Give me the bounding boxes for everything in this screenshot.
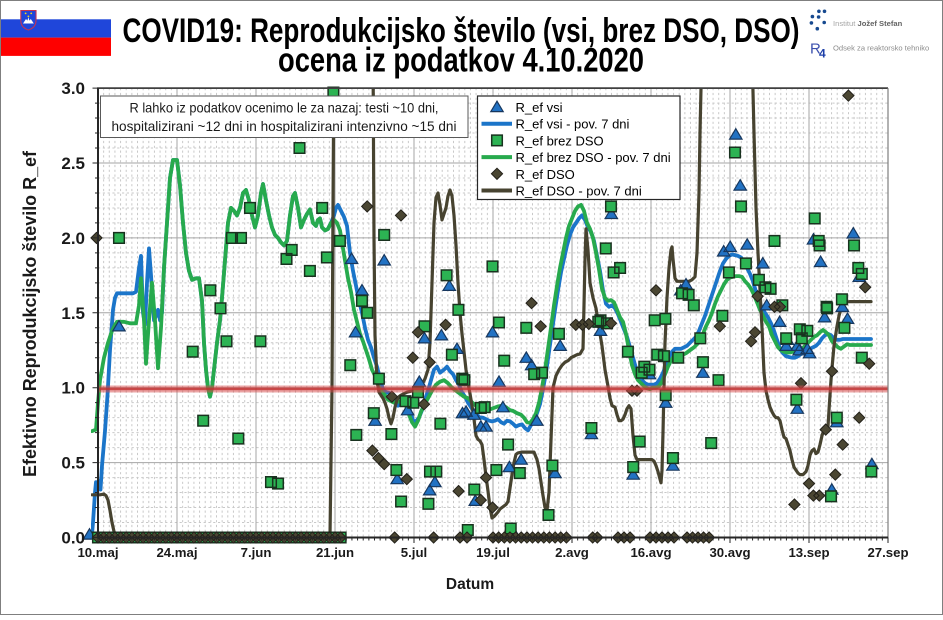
svg-text:24.maj: 24.maj: [156, 545, 197, 560]
svg-text:hospitalizirani ~12 dni in hos: hospitalizirani ~12 dni in hospitalizira…: [112, 119, 457, 134]
svg-text:0.0: 0.0: [61, 529, 85, 548]
svg-text:Odsek za reaktorsko tehniko: Odsek za reaktorsko tehniko: [833, 44, 929, 53]
svg-text:R_ef DSO: R_ef DSO: [516, 167, 575, 182]
svg-text:Institut Jožef Stefan: Institut Jožef Stefan: [833, 19, 903, 28]
svg-text:3.0: 3.0: [61, 79, 85, 98]
svg-text:R_ef vsi - pov. 7 dni: R_ef vsi - pov. 7 dni: [516, 117, 630, 132]
svg-text:R: R: [810, 41, 821, 58]
svg-text:21.jun: 21.jun: [316, 545, 354, 560]
svg-text:13.sep: 13.sep: [788, 545, 829, 560]
svg-text:ocena iz podatkov 4.10.2020: ocena iz podatkov 4.10.2020: [278, 42, 644, 80]
svg-text:7.jun: 7.jun: [241, 545, 272, 560]
svg-text:2.avg: 2.avg: [555, 545, 589, 560]
svg-text:2.5: 2.5: [61, 154, 85, 173]
svg-text:10.maj: 10.maj: [77, 545, 118, 560]
svg-text:5.jul: 5.jul: [401, 545, 427, 560]
svg-text:1.0: 1.0: [61, 379, 85, 398]
svg-text:Datum: Datum: [446, 576, 494, 593]
svg-text:R_ef brez DSO - pov. 7 dni: R_ef brez DSO - pov. 7 dni: [516, 150, 671, 165]
svg-text:COVID19: Reprodukcijsko števil: COVID19: Reprodukcijsko število (vsi, br…: [123, 12, 800, 50]
svg-text:16.avg: 16.avg: [630, 545, 671, 560]
svg-text:27.sep: 27.sep: [867, 545, 908, 560]
svg-text:4: 4: [819, 47, 826, 61]
svg-text:19.jul: 19.jul: [476, 545, 510, 560]
svg-text:R_ef DSO - pov. 7 dni: R_ef DSO - pov. 7 dni: [516, 184, 642, 199]
svg-text:30.avg: 30.avg: [709, 545, 750, 560]
svg-text:2.0: 2.0: [61, 229, 85, 248]
svg-text:0.5: 0.5: [61, 454, 85, 473]
svg-text:R lahko iz podatkov ocenimo le: R lahko iz podatkov ocenimo le za nazaj:…: [130, 101, 439, 116]
svg-text:Efektivno Reprodukcijsko števi: Efektivno Reprodukcijsko število R_ef: [20, 150, 40, 477]
svg-text:R_ef vsi: R_ef vsi: [516, 100, 563, 115]
svg-text:1.5: 1.5: [61, 304, 85, 323]
svg-text:R_ef brez DSO: R_ef brez DSO: [516, 133, 604, 148]
